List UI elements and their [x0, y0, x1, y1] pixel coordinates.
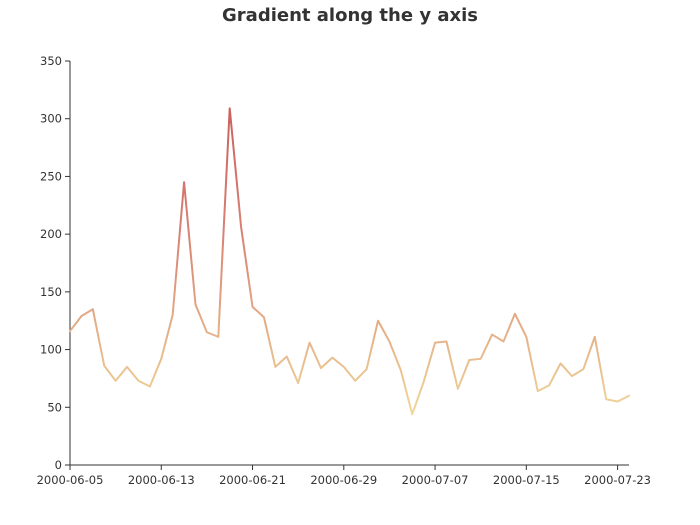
chart-axes: 0 50 100 150 200 250 300 350 2000-06-05 2000-06-1… [37, 54, 651, 487]
series-line [69, 107, 630, 416]
x-tick-label: 2000-06-13 [128, 473, 195, 487]
x-tick-label: 2000-07-15 [493, 473, 560, 487]
x-tick-label: 2000-06-05 [37, 473, 104, 487]
y-tick-label: 250 [40, 169, 62, 183]
y-tick-label: 200 [40, 227, 62, 241]
y-tick-label: 350 [40, 54, 62, 68]
x-tick-label: 2000-07-07 [402, 473, 469, 487]
x-tick-label: 2000-07-23 [584, 473, 651, 487]
y-tick-label: 50 [47, 400, 62, 414]
y-tick-label: 150 [40, 285, 62, 299]
x-tick-label: 2000-06-29 [310, 473, 377, 487]
chart-title: Gradient along the y axis [222, 5, 478, 26]
y-tick-label: 100 [40, 343, 62, 357]
x-tick-label: 2000-06-21 [219, 473, 286, 487]
y-tick-label: 300 [40, 112, 62, 126]
y-tick-label: 0 [55, 458, 62, 472]
plot-area [69, 107, 630, 416]
